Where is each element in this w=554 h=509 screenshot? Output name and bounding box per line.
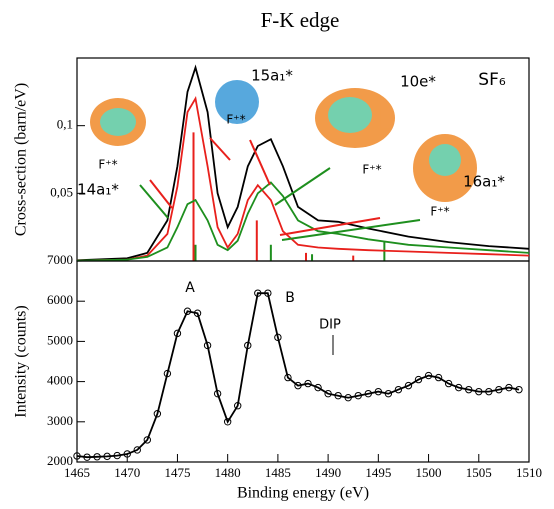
data-point <box>183 307 192 315</box>
x-tick-label: 1490 <box>315 465 341 480</box>
data-point <box>304 379 312 388</box>
x-tick-label: 1480 <box>215 465 241 480</box>
data-point <box>133 446 141 454</box>
data-point <box>254 289 262 297</box>
data-point <box>465 385 473 394</box>
data-point <box>193 309 202 317</box>
annotation: F⁺* <box>226 113 245 127</box>
data-point <box>495 385 503 394</box>
data-point <box>414 375 423 384</box>
data-point <box>153 410 162 418</box>
arrow <box>279 217 381 236</box>
data-point <box>234 402 242 410</box>
data-point <box>294 381 302 390</box>
data-point <box>173 329 182 338</box>
x-tick-label: 1470 <box>114 465 140 480</box>
y-tick-label: 3000 <box>47 413 73 428</box>
x-tick-label: 1475 <box>164 465 190 480</box>
annotation: 15a₁* <box>251 67 293 85</box>
chart-title: F-K edge <box>261 8 340 32</box>
x-tick-label: 1465 <box>64 465 90 480</box>
data-point <box>264 289 272 297</box>
annotation: F⁺* <box>98 158 117 172</box>
x-tick-label: 1495 <box>365 465 391 480</box>
annotation: 16a₁* <box>463 173 505 191</box>
y-tick-label: 6000 <box>47 292 73 307</box>
data-point <box>123 450 131 458</box>
x-axis-label: Binding energy (eV) <box>237 485 369 502</box>
y-tick-label: 4000 <box>47 373 73 388</box>
arrow <box>209 137 231 161</box>
plot-frame <box>76 260 530 463</box>
series-line <box>76 96 530 262</box>
annotation: A <box>185 280 195 296</box>
data-point <box>83 453 91 461</box>
y-axis-label: Intensity (counts) <box>13 305 30 417</box>
x-tick-label: 1485 <box>265 465 291 480</box>
data-point <box>344 393 352 402</box>
arrow <box>149 179 173 209</box>
data-point <box>454 383 463 392</box>
data-point <box>223 418 232 426</box>
y-tick-label: 5000 <box>47 332 73 347</box>
series-line <box>76 64 530 262</box>
data-point <box>424 371 433 380</box>
data-point <box>384 389 393 398</box>
data-point <box>143 436 152 444</box>
data-point <box>394 385 403 394</box>
data-point <box>244 341 252 350</box>
data-point <box>434 373 443 382</box>
series-line <box>76 181 530 262</box>
y-tick-label: 2000 <box>47 453 73 468</box>
data-point <box>485 387 493 396</box>
arrow <box>249 139 271 186</box>
y-axis-label: Cross-section (barn/eV) <box>13 83 30 236</box>
data-point <box>364 389 372 398</box>
y-tick-label: 0,1 <box>57 117 73 132</box>
arrow <box>274 167 331 206</box>
data-point <box>404 381 413 390</box>
data-point <box>515 385 523 394</box>
annotation: 14a₁* <box>77 181 119 199</box>
annotation: DIP <box>319 318 341 333</box>
annotation: 10e* <box>400 73 436 91</box>
data-point <box>374 387 383 396</box>
data-point <box>274 333 282 342</box>
arrow <box>139 184 169 219</box>
annotation: B <box>285 290 295 306</box>
data-point <box>73 452 81 460</box>
y-tick-label: 7000 <box>47 252 73 267</box>
data-point <box>475 387 483 396</box>
data-point <box>354 391 362 400</box>
data-point <box>444 379 453 388</box>
arrow <box>281 219 421 241</box>
x-tick-label: 1500 <box>416 465 442 480</box>
data-point <box>314 383 322 392</box>
data-point <box>103 452 111 461</box>
annotation: F⁺* <box>362 163 381 177</box>
data-point <box>163 369 172 378</box>
data-point <box>93 453 101 461</box>
data-point <box>505 383 513 392</box>
data-point <box>203 341 212 350</box>
data-point <box>284 373 292 382</box>
data-point <box>334 391 342 400</box>
data-point <box>113 451 121 460</box>
data-point <box>213 389 222 398</box>
annotation: F⁺* <box>430 205 449 219</box>
x-tick-label: 1510 <box>516 465 542 480</box>
data-point <box>324 389 332 398</box>
orbital-icons <box>90 80 477 202</box>
x-tick-label: 1505 <box>466 465 492 480</box>
annotation: SF₆ <box>478 70 506 90</box>
series-line <box>76 292 520 459</box>
y-tick-label: 0,05 <box>50 184 73 199</box>
